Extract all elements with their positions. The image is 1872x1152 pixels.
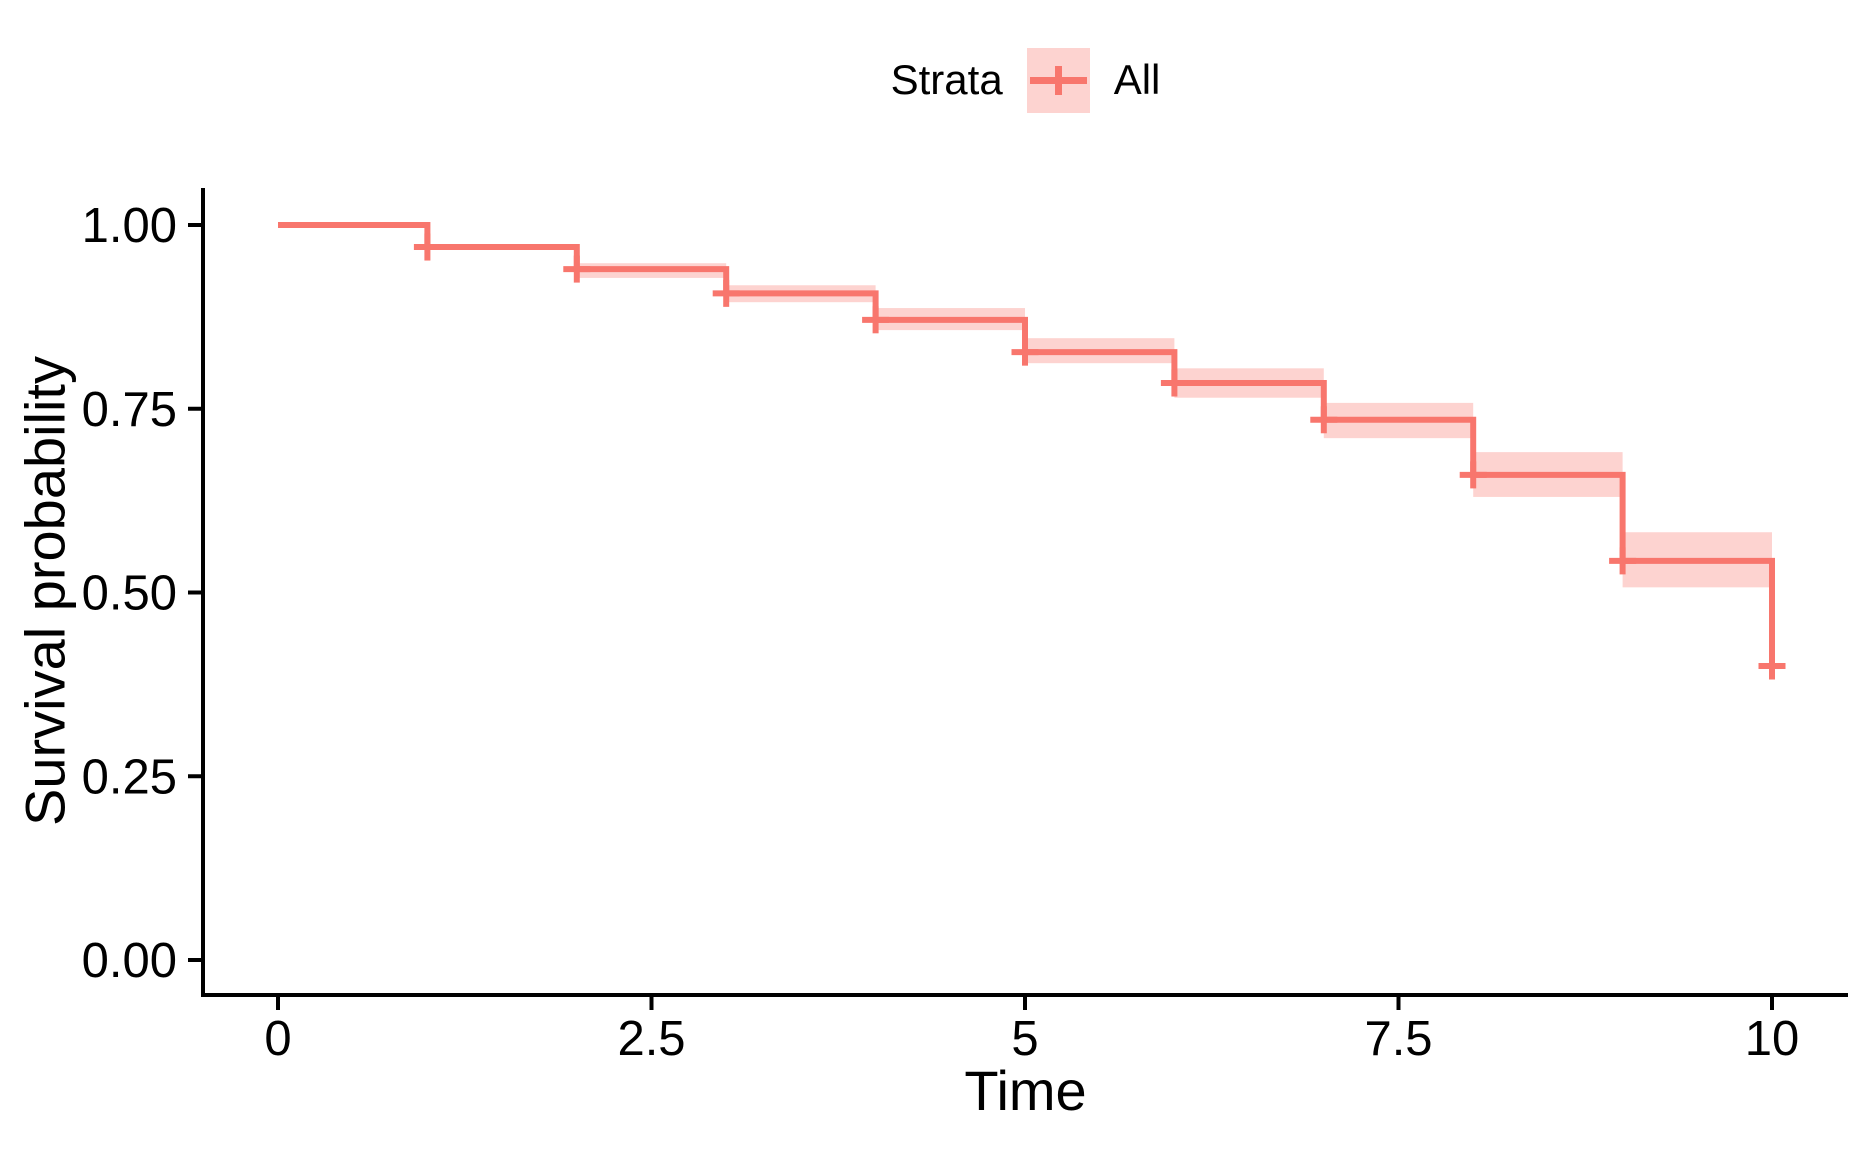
x-tick-label: 7.5 — [1364, 1012, 1432, 1066]
censor-plus-icon — [1026, 47, 1090, 113]
y-axis-title: Survival probability — [13, 356, 77, 826]
y-tick-label: 0.50 — [82, 567, 177, 621]
x-tick-label: 2.5 — [617, 1012, 685, 1066]
axis-lines — [201, 188, 1848, 997]
legend-label-all: All — [1113, 56, 1161, 103]
x-tick-label: 10 — [1745, 1012, 1800, 1066]
legend-key-all — [1026, 47, 1090, 113]
x-tick-label: 0 — [264, 1012, 291, 1066]
x-axis-title: Time — [964, 1059, 1087, 1122]
y-tick-label: 0.00 — [82, 934, 177, 988]
y-tick-label: 1.00 — [82, 199, 177, 253]
legend: Strata All — [203, 38, 1848, 122]
y-tick-label: 0.75 — [82, 383, 177, 437]
y-tick-label: 0.25 — [82, 750, 177, 804]
survival-step-curve — [278, 222, 1775, 666]
x-tick-label: 5 — [1011, 1012, 1038, 1066]
legend-title: Strata — [890, 56, 1003, 103]
